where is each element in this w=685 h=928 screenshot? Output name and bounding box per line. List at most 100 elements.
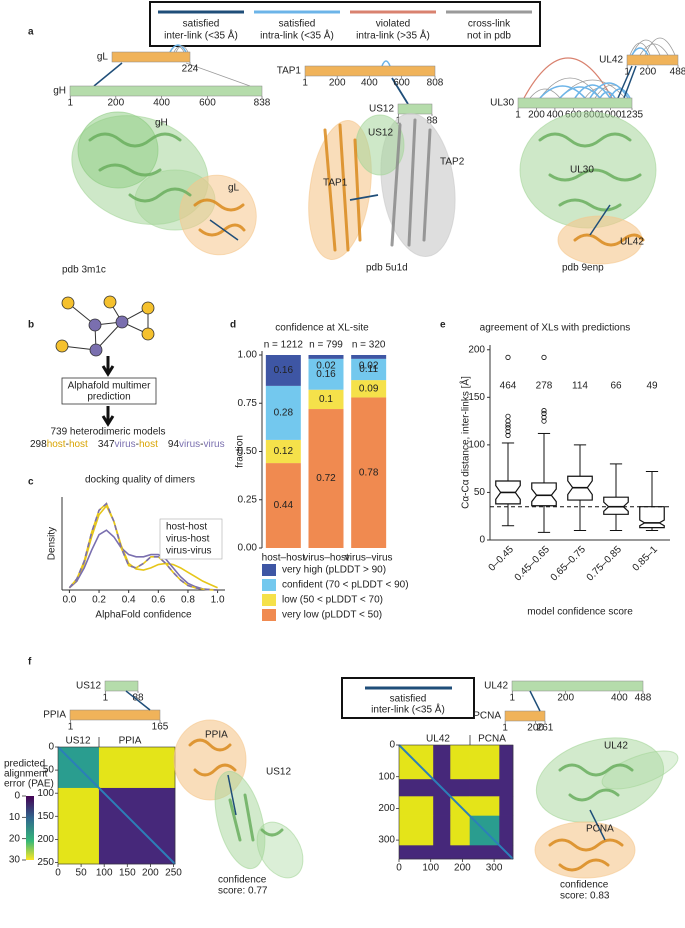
n-label: 464: [500, 381, 517, 392]
y-tick-label: 50: [43, 765, 55, 776]
structure-label: TAP2: [440, 157, 465, 168]
legend-swatch: [262, 579, 276, 591]
protein-bar: [304, 65, 436, 77]
crosslink-arc: [639, 43, 669, 56]
crosslink-arc: [599, 91, 616, 99]
protein-bar: [69, 85, 263, 97]
legend-box: [341, 677, 475, 719]
legend-label: satisfied: [279, 19, 316, 30]
protein-name: UL42: [599, 55, 623, 66]
crosslink-arc: [175, 45, 189, 53]
legend-label: virus-virus: [166, 546, 212, 557]
crosslink: [125, 690, 151, 711]
n-label: n = 320: [352, 340, 386, 351]
y-tick-label: 0: [479, 535, 485, 546]
x-tick-label: 300: [486, 863, 503, 874]
y-axis-label: Cα-Cα distance, inter-links [Å]: [459, 376, 472, 509]
model-count: 347virus-host: [98, 439, 158, 450]
heatmap-cell: [58, 787, 100, 865]
x-axis-label: model confidence score: [527, 607, 633, 618]
count-group: -: [200, 439, 203, 450]
heatmap-cell: [450, 815, 470, 846]
x-tick-label: 1.0: [211, 595, 225, 606]
panel-label: f: [28, 657, 32, 668]
outlier: [541, 418, 547, 424]
segment-label: UL42: [426, 734, 450, 745]
y-tick-label: 250: [37, 857, 54, 868]
model-count: 298host-host: [30, 439, 88, 450]
panel-label: a: [28, 27, 34, 38]
x-tick-label: 0.0: [62, 595, 76, 606]
value-label: 0.02: [359, 361, 379, 372]
heatmap-diagonal: [57, 746, 176, 865]
protein-bar: [626, 54, 679, 66]
outlier: [541, 354, 547, 360]
heatmap-cell: [469, 779, 500, 797]
legend-box: [149, 1, 541, 47]
y-tick-label: 100: [37, 788, 54, 799]
bar-segment: [351, 380, 387, 398]
network-node: [55, 339, 69, 353]
n-label: 49: [646, 381, 658, 392]
legend-swatch: [262, 594, 276, 606]
segment-label: US12: [65, 736, 90, 747]
value-label: 0.09: [359, 383, 379, 394]
outlier: [541, 410, 547, 417]
legend-box: [159, 518, 223, 560]
bar-tick-label: 488: [670, 67, 685, 78]
bar-tick-label: 1: [509, 693, 515, 704]
crosslink: [185, 62, 251, 87]
structure-surface: [601, 750, 679, 790]
x-tick-label: 200: [142, 868, 159, 879]
y-tick-label: 150: [37, 811, 54, 822]
x-tick-label: 200: [454, 863, 471, 874]
crosslink: [227, 774, 237, 816]
structure-surface: [256, 821, 304, 879]
x-tick-label: 0.2: [92, 595, 106, 606]
network-node: [89, 343, 103, 357]
crosslink: [623, 65, 637, 99]
structure-label: gL: [228, 183, 240, 194]
count: 347: [98, 439, 115, 450]
heatmap-frame: [398, 744, 514, 860]
bar-tick-label: 200: [640, 67, 657, 78]
bar-tick-label: 200: [329, 78, 346, 89]
protein-name: UL30: [490, 98, 514, 109]
chart-title: docking quality of dimers: [85, 475, 195, 486]
legend-label: low (50 < pLDDT < 70): [282, 595, 383, 606]
bar-tick-label: 200: [557, 693, 574, 704]
protein-name: gL: [97, 52, 109, 63]
x-tick-label: virus–host: [303, 553, 349, 564]
x-tick-label: 100: [96, 868, 113, 879]
bar-tick-label: 88: [426, 116, 438, 127]
y-axis-label: Density: [47, 527, 58, 560]
x-tick-label: 150: [119, 868, 136, 879]
outlier: [541, 414, 547, 420]
structure-ribbon: [228, 793, 284, 842]
heatmap-cell: [499, 796, 514, 816]
x-tick-label: 50: [76, 868, 88, 879]
bar-tick-label: 1: [515, 110, 521, 121]
crosslink-arc: [169, 44, 187, 53]
panel-label: e: [440, 320, 446, 331]
legend-label: inter-link (<35 Å): [164, 29, 238, 42]
box: [603, 496, 629, 515]
value-label: 0.1: [319, 394, 333, 405]
colorbar-tick-label: 20: [9, 833, 21, 844]
crosslink: [589, 809, 606, 841]
n-label: n = 799: [309, 340, 343, 351]
pdb-id: pdb 3m1c: [62, 265, 106, 276]
protein-name: PPIA: [43, 710, 66, 721]
protein-bar: [104, 680, 139, 692]
structure-label: UL30: [570, 165, 594, 176]
structure-surface: [179, 174, 257, 256]
chart-title: confidence at XL-site: [275, 323, 369, 334]
panel-label: b: [28, 320, 34, 331]
heatmap-cell: [399, 815, 434, 846]
bar-segment: [351, 358, 387, 381]
process-label: Alphafold multimer: [68, 381, 151, 392]
bar-tick-label: 400: [611, 693, 628, 704]
bar-segment: [265, 463, 301, 548]
legend-label: inter-link (<35 Å): [371, 703, 445, 716]
y-tick-label: 50: [474, 487, 486, 498]
